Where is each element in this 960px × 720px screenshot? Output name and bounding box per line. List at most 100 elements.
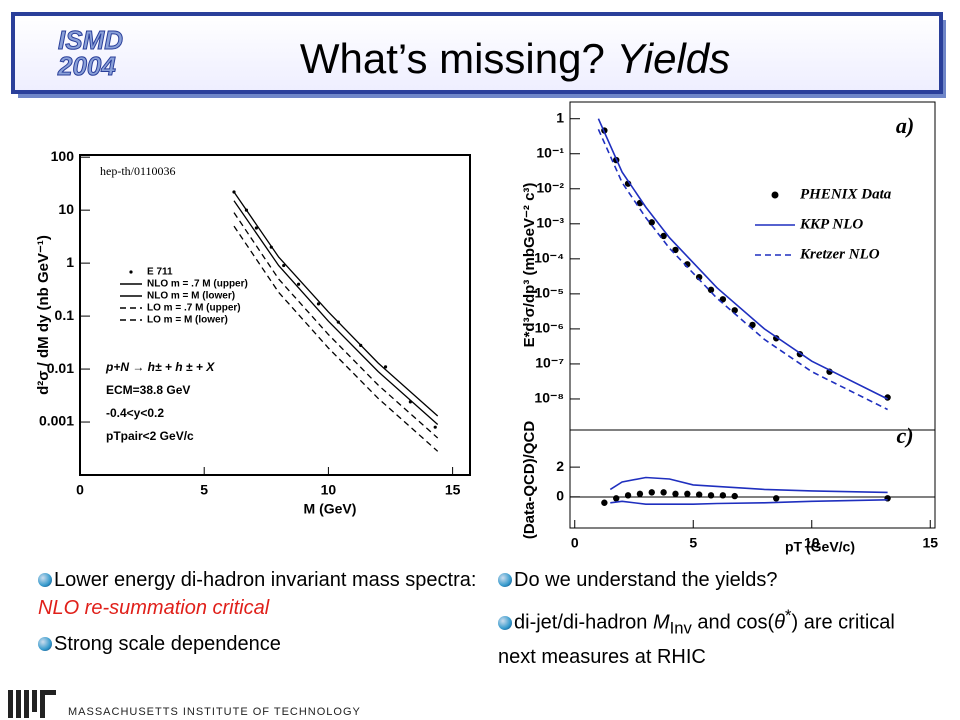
bullet-emph: NLO re-summation critical (38, 597, 270, 619)
x-tick-label: 0 (571, 535, 579, 551)
curve (233, 191, 439, 417)
logo: 2004 (57, 51, 116, 81)
y-tick-label: 10⁻¹ (536, 144, 564, 160)
x-tick-label: 10 (321, 482, 337, 498)
data-point (672, 490, 679, 498)
x-tick-label: 15 (922, 535, 938, 551)
data-point (624, 492, 632, 499)
bullet-text: and cos( (691, 611, 775, 634)
data-point (707, 286, 715, 294)
y-axis-label: E*d³σ/dp³ (mbGeV⁻² c³) (521, 183, 538, 348)
x-tick-label: 15 (445, 482, 461, 498)
data-point (672, 246, 679, 254)
x-axis-label: pT (GeV/c) (785, 539, 855, 555)
y-tick-label: 1 (556, 109, 564, 125)
y-tick-label: 10⁻⁸ (534, 390, 564, 406)
curve (233, 200, 439, 425)
curve (233, 212, 439, 439)
y-tick-label: 0.01 (47, 360, 74, 376)
data-point (719, 492, 727, 499)
x-tick-label: 5 (200, 482, 208, 498)
left-frame (79, 154, 471, 476)
legend-label: NLO m = .7 M (upper) (147, 279, 248, 290)
data-point (601, 499, 608, 506)
y-tick-label: 10⁻⁴ (534, 250, 564, 266)
legend-label: NLO m = M (lower) (147, 291, 235, 302)
data-point (749, 321, 756, 329)
bullet: di-jet/di-hadron MInv and cos(θ*) are cr… (498, 602, 918, 671)
ratio-frame (569, 429, 936, 529)
data-point (884, 394, 891, 401)
annotation: -0.4<y<0.2 (106, 406, 164, 420)
bullet-text: M (652, 611, 670, 634)
bullet-text: * (785, 606, 792, 625)
bullet: Do we understand the yields? (498, 566, 918, 594)
y-tick-label: 1 (66, 254, 74, 270)
y-tick-label: 0 (556, 488, 564, 504)
left-bullets: Lower energy di-hadron invariant mass sp… (38, 566, 478, 666)
curve (597, 118, 888, 400)
right-frame (569, 101, 936, 431)
bullet: Lower energy di-hadron invariant mass sp… (38, 566, 478, 622)
data-point (731, 492, 738, 500)
bullet-text: θ (774, 611, 785, 634)
data-point (282, 263, 286, 268)
curve (597, 128, 888, 411)
y-tick-label: 0.1 (55, 307, 75, 323)
slide-title: What’s missing? Yields (300, 35, 730, 82)
y-tick-label: 10⁻³ (536, 215, 564, 231)
x-tick-label: 5 (689, 535, 697, 551)
data-point (613, 495, 620, 502)
bullet-text: Lower energy di-hadron invariant mass sp… (54, 569, 477, 591)
legend-label: Kretzer NLO (799, 246, 880, 262)
data-point (648, 489, 655, 496)
title-italic: Yields (617, 35, 731, 82)
y-tick-label: 10⁻² (536, 179, 564, 195)
data-point (383, 365, 388, 369)
y-tick-label: 2 (556, 458, 564, 474)
bullet-text: di-jet/di-hadron (514, 611, 653, 634)
curve (233, 225, 439, 452)
data-point (695, 491, 703, 498)
data-point (296, 282, 301, 286)
logo: ISMD (58, 25, 123, 55)
mit-logo (8, 690, 56, 718)
right-bullets: Do we understand the yields? di-jet/di-h… (498, 566, 918, 679)
y-tick-label: 0.001 (39, 413, 74, 429)
data-point (433, 425, 437, 429)
legend-label: E 711 (147, 267, 173, 278)
footer: MASSACHUSETTS INSTITUTE OF TECHNOLOGY (68, 706, 361, 718)
y-tick-label: 100 (51, 148, 75, 164)
data-point (707, 492, 715, 499)
bullet-text: Strong scale dependence (54, 633, 281, 655)
data-point (731, 307, 738, 314)
bullet-text: ) are critical next measures at RHIC (498, 611, 895, 668)
data-point (254, 226, 258, 230)
chart-title: a) (896, 113, 914, 138)
title-box (11, 12, 943, 94)
curve (610, 499, 888, 505)
data-point (636, 490, 644, 498)
data-point (648, 219, 655, 226)
y-tick-label: 10 (58, 201, 74, 217)
y-axis-label: d²σ / dM dy (nb GeV⁻¹) (35, 235, 52, 395)
annotation: p+N → h± + h ± + X (105, 360, 215, 374)
bullet: Strong scale dependence (38, 630, 478, 658)
data-point (316, 302, 321, 306)
data-point (660, 489, 667, 496)
data-point (719, 296, 727, 303)
x-tick-label: 10 (804, 535, 820, 551)
chart-title: c) (896, 423, 913, 448)
x-tick-label: 0 (76, 482, 84, 498)
data-point (684, 490, 691, 498)
chart-title: hep-th/0110036 (100, 164, 176, 178)
y-tick-label: 10⁻⁵ (534, 285, 564, 301)
title-text: What’s missing? (300, 35, 617, 82)
y-tick-label: 10⁻⁷ (535, 355, 564, 371)
x-axis-label: M (GeV) (304, 501, 357, 517)
legend-label: KKP NLO (799, 216, 863, 232)
data-point (773, 495, 780, 502)
legend-label: PHENIX Data (800, 186, 892, 202)
legend-marker (771, 191, 779, 199)
